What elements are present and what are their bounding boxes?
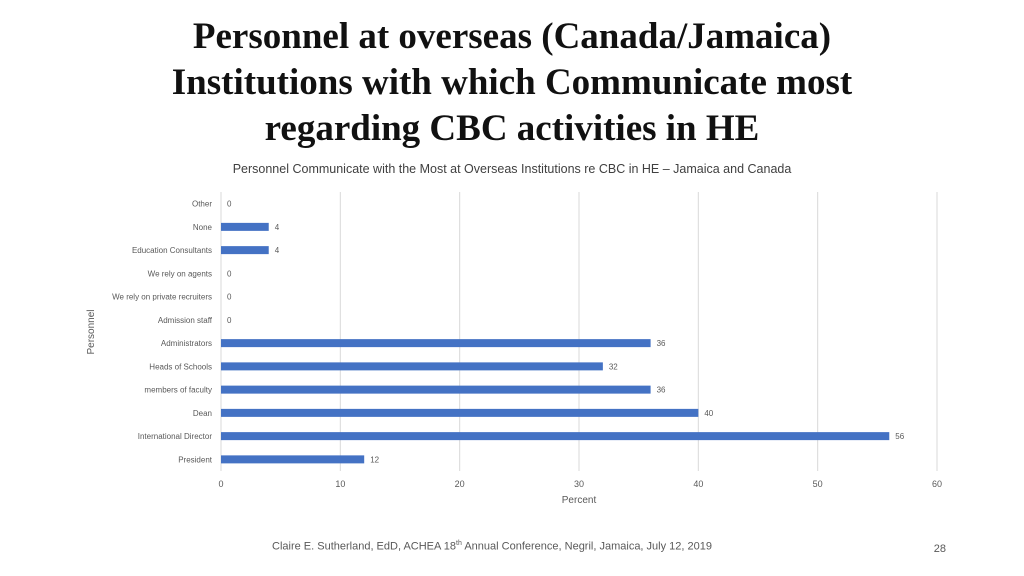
bar-dean [221, 409, 698, 417]
x-axis-label: Percent [562, 495, 597, 506]
bar-education-consultants [221, 246, 269, 254]
x-tick-label-40: 40 [693, 479, 703, 489]
x-tick-label-0: 0 [218, 479, 223, 489]
category-label-other: Other [192, 200, 212, 209]
bar-international-director [221, 432, 889, 440]
category-label-admission-staff: Admission staff [158, 316, 213, 325]
x-tick-label-30: 30 [574, 479, 584, 489]
chart-bars [221, 223, 889, 464]
data-label-we-rely-on-private-recruiters: 0 [227, 293, 232, 302]
x-tick-label-10: 10 [335, 479, 345, 489]
category-label-dean: Dean [193, 409, 212, 418]
category-label-president: President [178, 455, 213, 464]
slide-footer: Claire E. Sutherland, EdD, ACHEA 18th An… [0, 540, 984, 553]
category-label-we-rely-on-agents: We rely on agents [148, 269, 212, 278]
data-label-we-rely-on-agents: 0 [227, 269, 232, 278]
category-label-heads-of-schools: Heads of Schools [149, 362, 212, 371]
category-label-international-director: International Director [138, 432, 213, 441]
category-label-administrators: Administrators [161, 339, 212, 348]
data-label-president: 12 [370, 455, 379, 464]
category-label-education-consultants: Education Consultants [132, 246, 212, 255]
data-label-heads-of-schools: 32 [609, 362, 618, 371]
data-label-education-consultants: 4 [275, 246, 280, 255]
x-tick-label-50: 50 [813, 479, 823, 489]
category-label-we-rely-on-private-recruiters: We rely on private recruiters [112, 293, 212, 302]
x-tick-label-20: 20 [455, 479, 465, 489]
data-label-other: 0 [227, 200, 232, 209]
category-label-members-of-faculty: members of faculty [144, 386, 212, 395]
footer-text-rest: Annual Conference, Negril, Jamaica, July… [462, 541, 712, 553]
data-label-admission-staff: 0 [227, 316, 232, 325]
bar-president [221, 455, 364, 463]
bar-administrators [221, 339, 651, 347]
data-label-administrators: 36 [657, 339, 666, 348]
footer-text: Claire E. Sutherland, EdD, ACHEA 18 [272, 541, 456, 553]
data-label-none: 4 [275, 223, 280, 232]
bar-none [221, 223, 269, 231]
chart-gridlines [221, 192, 937, 471]
bar-heads-of-schools [221, 362, 603, 370]
data-label-members-of-faculty: 36 [657, 386, 666, 395]
x-tick-labels: 0 10 20 30 40 50 60 [218, 479, 942, 489]
page-number: 28 [934, 543, 946, 555]
bar-members-of-faculty [221, 386, 651, 394]
y-axis-label: Personnel [86, 309, 97, 354]
x-tick-label-60: 60 [932, 479, 942, 489]
category-label-none: None [193, 223, 213, 232]
data-label-dean: 40 [704, 409, 713, 418]
data-label-international-director: 56 [895, 432, 904, 441]
category-labels: Other None Education Consultants We rely on… [112, 200, 213, 465]
